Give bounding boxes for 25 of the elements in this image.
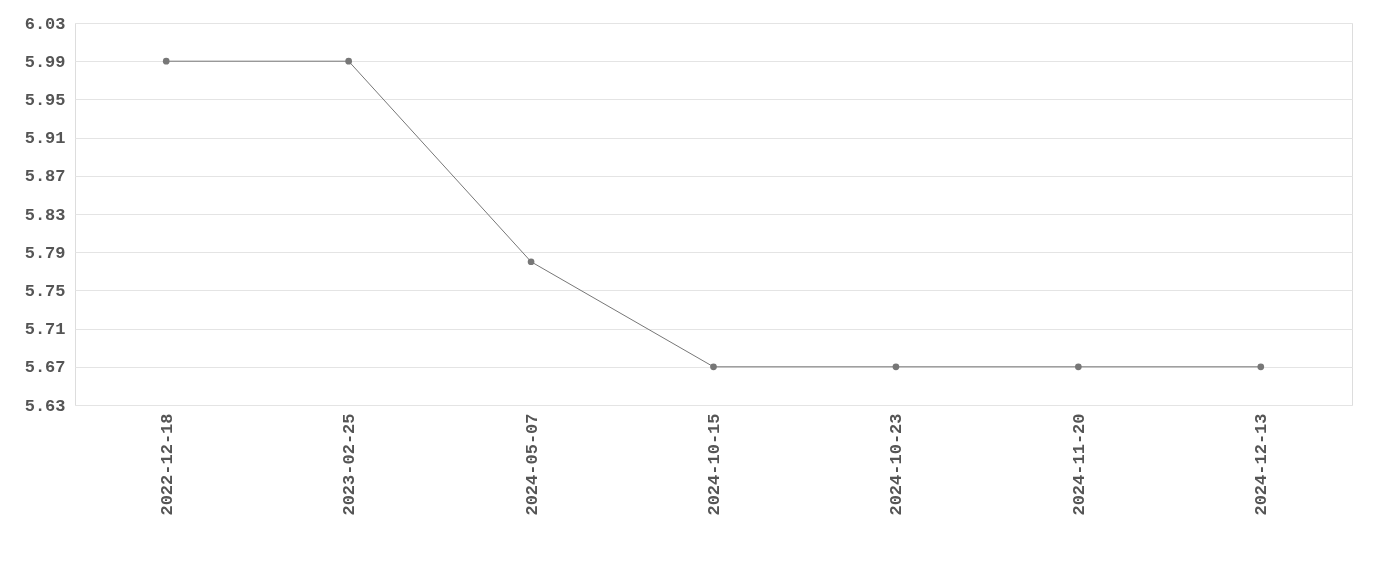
y-tick-label: 5.95 [24, 90, 66, 110]
x-tick-label: 2024-11-20 [1069, 413, 1089, 516]
point [710, 363, 717, 371]
x-tick-label: 2024-12-13 [1252, 413, 1272, 516]
point [1257, 363, 1265, 371]
x-tick-label: 2024-10-15 [705, 413, 724, 516]
y-tick-label: 5.67 [24, 358, 66, 378]
x-tick-label: 2024-05-07 [522, 413, 542, 516]
y-tick-label: 5.91 [24, 129, 66, 149]
x-tick-label: 2022-12-18 [157, 413, 177, 516]
y-tick-label: 5.71 [24, 320, 66, 340]
x-tick-label: 2024-10-23 [887, 413, 907, 516]
point [345, 57, 352, 65]
y-tick-label: 5.63 [24, 396, 66, 416]
y-tick-label: 5.99 [24, 52, 66, 72]
x-tick-label: 2023-02-25 [340, 413, 360, 516]
point [892, 363, 900, 371]
y-tick-label: 5.75 [24, 281, 66, 301]
point [527, 258, 535, 266]
y-tick-label: 5.83 [24, 205, 66, 225]
y-tick-label: 5.87 [24, 167, 66, 187]
y-tick-label: 5.79 [24, 243, 66, 263]
y-tick-label: 6.03 [24, 14, 66, 34]
point [162, 57, 170, 65]
point [1075, 363, 1082, 371]
